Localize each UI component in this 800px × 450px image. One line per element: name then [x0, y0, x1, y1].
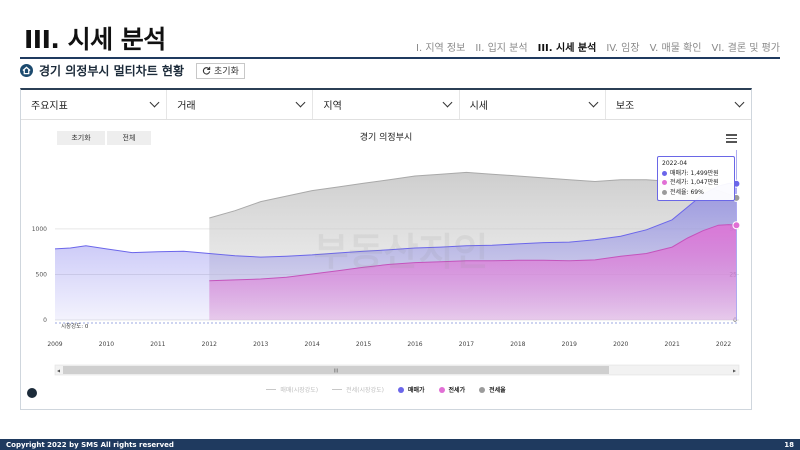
y-right-tick-label: 0: [733, 317, 737, 324]
legend-item-sale-strength[interactable]: 매매(시장강도): [266, 385, 318, 394]
filter-transaction[interactable]: 거래: [167, 90, 314, 119]
page-number: 18: [784, 440, 794, 449]
x-tick-label: 2013: [253, 341, 268, 348]
sub-header: 경기 의정부시 멀티차트 현황 초기화: [20, 62, 245, 79]
filter-auxiliary[interactable]: 보조: [606, 90, 751, 119]
legend-item-jeonse-strength[interactable]: 전세(시장강도): [332, 385, 384, 394]
chart-panel: 주요지표 거래 지역 시세 보조 0500100002550부동산지인시장강도:…: [20, 88, 752, 410]
copyright-text: Copyright 2022 by SMS All rights reserve…: [6, 440, 174, 449]
x-tick-label: 2016: [407, 341, 422, 348]
y-left-tick-label: 1000: [32, 226, 47, 233]
tab-price-analysis[interactable]: III. 시세 분석: [537, 43, 597, 54]
filter-label: 거래: [177, 101, 196, 112]
x-tick-label: 2019: [562, 341, 577, 348]
section-nav: I. 지역 정보 II. 입지 분석 III. 시세 분석 IV. 임장 V. …: [416, 39, 780, 54]
chart-tooltip: 2022-04 매매가: 1,499만원 전세가: 1,047만원 전세율: 6…: [657, 156, 735, 201]
tab-conclusion[interactable]: VI. 결론 및 평가: [711, 43, 780, 54]
x-tick-label: 2015: [356, 341, 371, 348]
x-tick-label: 2022: [716, 341, 731, 348]
x-tick-label: 2020: [613, 341, 628, 348]
y-left-tick-label: 0: [43, 317, 47, 324]
scrollbar-handle: [63, 366, 609, 374]
x-tick-label: 2017: [459, 341, 474, 348]
x-tick-label: 2018: [510, 341, 525, 348]
filter-main-indicator[interactable]: 주요지표: [21, 90, 168, 119]
header-divider: [20, 57, 780, 59]
tooltip-date: 2022-04: [662, 160, 688, 167]
hamburger-menu-icon[interactable]: [726, 134, 737, 145]
x-tick-label: 2021: [665, 341, 680, 348]
chart-all-button[interactable]: 전체: [107, 131, 151, 145]
filter-region[interactable]: 지역: [313, 90, 460, 119]
chart-reset-button[interactable]: 초기화: [57, 131, 105, 145]
filter-label: 보조: [615, 101, 635, 112]
x-tick-label: 2014: [305, 341, 320, 348]
filter-price[interactable]: 시세: [460, 90, 606, 119]
hover-point-jeonse: [732, 221, 741, 230]
filter-label: 시세: [469, 101, 489, 112]
tooltip-row-sale: 매매가: 1,499만원: [662, 169, 730, 179]
tooltip-row-ratio: 전세율: 69%: [662, 188, 730, 198]
legend-item-jeonse-ratio[interactable]: 전세율: [479, 385, 506, 394]
page-title: III. 시세 분석: [24, 25, 166, 54]
scroll-left-arrow: ◂: [57, 368, 60, 375]
series-area-jeonse-price: [209, 224, 737, 320]
tooltip-jeonse: 전세가: 1,047만원: [670, 179, 719, 186]
tooltip-sale: 매매가: 1,499만원: [670, 169, 719, 177]
chart-legend: 매매(시장강도) 전세(시장강도) 매매가 전세가 전세율: [21, 385, 751, 394]
tab-listing-check[interactable]: V. 매물 확인: [649, 43, 702, 54]
home-icon: [20, 64, 33, 77]
x-tick-label: 2011: [150, 341, 165, 348]
refresh-icon: [202, 66, 211, 75]
legend-item-jeonse-price[interactable]: 전세가: [438, 385, 465, 394]
series-line-sale-price: [54, 182, 737, 258]
legend-item-sale-price[interactable]: 매매가: [397, 385, 425, 394]
reset-button[interactable]: 초기화: [196, 62, 245, 79]
scroll-right-arrow: ▸: [733, 368, 736, 375]
filter-bar: 주요지표 거래 지역 시세 보조: [21, 90, 751, 120]
multichart-title: 경기 의정부시 멀티차트 현황: [39, 64, 185, 78]
chart-title: 경기 의정부시: [359, 133, 413, 143]
tooltip-ratio: 전세율: 69%: [670, 188, 704, 196]
scrollbar-handle-grip: III: [334, 369, 338, 375]
filter-label: 지역: [323, 101, 342, 112]
y-left-tick-label: 500: [36, 271, 48, 278]
x-tick-label: 2012: [202, 341, 217, 348]
reset-button-label: 초기화: [214, 67, 239, 77]
series-line-jeonse-price: [209, 224, 737, 282]
x-tick-label: 2009: [47, 341, 62, 348]
tab-site-visit[interactable]: IV. 임장: [606, 43, 640, 54]
x-tick-label: 2010: [99, 341, 114, 348]
footer: Copyright 2022 by SMS All rights reserve…: [0, 439, 800, 450]
watermark-text: 부동산지인: [314, 230, 489, 274]
tab-location-analysis[interactable]: II. 입지 분석: [475, 43, 528, 54]
volume-label: 시장강도: 0: [61, 323, 89, 330]
chart-canvas: 0500100002550부동산지인시장강도: 0200920102011201…: [32, 150, 741, 376]
tab-region-info[interactable]: I. 지역 정보: [416, 43, 466, 54]
brand-logo-icon: [27, 388, 37, 398]
tooltip-row-jeonse: 전세가: 1,047만원: [662, 178, 730, 188]
filter-label: 주요지표: [31, 101, 68, 112]
